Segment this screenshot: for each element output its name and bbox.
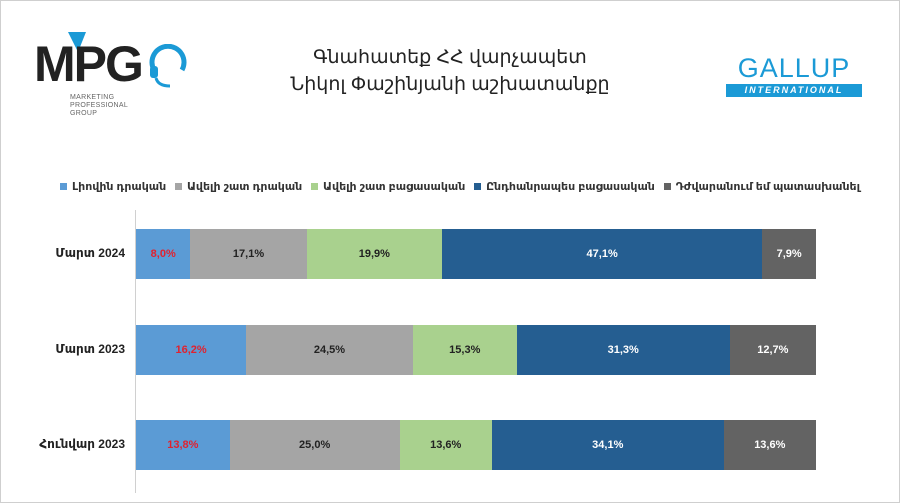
data-label: 7,9%: [776, 248, 802, 260]
data-label: 25,0%: [299, 439, 331, 451]
legend-swatch: [663, 182, 671, 190]
legend-label: Դժվարանում եմ պատասխանել: [675, 180, 860, 193]
data-label: 13,6%: [754, 439, 786, 451]
bar-segment: 7,9%: [762, 229, 816, 279]
bar-segment: 34,1%: [491, 420, 724, 470]
category-axis-line: [135, 210, 136, 493]
bar-segment: 25,0%: [229, 420, 400, 470]
gallup-logo-word: GALLUP: [737, 53, 851, 83]
category-label: Հունվար 2023: [39, 437, 125, 451]
gallup-logo: GALLUP INTERNATIONAL: [726, 52, 862, 98]
bar-segment: 8,0%: [136, 229, 191, 279]
legend-label: Լիովին դրական: [72, 180, 167, 193]
data-label: 13,6%: [430, 439, 462, 451]
data-label: 31,3%: [607, 344, 639, 356]
bar-segment: 13,6%: [399, 420, 492, 470]
gallup-logo-band: INTERNATIONAL: [726, 84, 862, 97]
data-label: 15,3%: [449, 344, 481, 356]
mpg-logo: MPG MARKETING PROFESSIONAL GROUP: [30, 30, 200, 130]
headset-icon: [68, 32, 86, 52]
category-label: Մարտ 2023: [55, 342, 125, 356]
legend-item: Լիովին դրական: [60, 180, 166, 193]
legend-item: Դժվարանում եմ պատասխանել: [663, 180, 860, 193]
data-label: 47,1%: [586, 248, 618, 260]
legend-swatch: [60, 182, 67, 190]
category-label: Մարտ 2024: [55, 246, 125, 260]
data-label: 13,8%: [167, 439, 199, 451]
legend-label: Ընդհանրապես բացասական: [486, 180, 655, 193]
data-label: 24,5%: [313, 344, 346, 356]
data-label: 34,1%: [592, 439, 624, 451]
bar-segment: 24,5%: [246, 325, 413, 375]
data-label: 16,2%: [175, 344, 207, 356]
bar-segment: 31,3%: [516, 325, 730, 375]
legend-item: Ավելի շատ բացասական: [311, 180, 465, 193]
bar-segment: 17,1%: [190, 229, 307, 279]
legend-swatch: [174, 182, 182, 190]
headset-arc-icon: [149, 44, 187, 88]
chart-title-line1: Գնահատեք ՀՀ վարչապետ: [313, 47, 587, 68]
legend-swatch: [311, 182, 319, 190]
legend-label: Ավելի շատ դրական: [186, 180, 303, 193]
bar-segment: 16,2%: [136, 325, 247, 375]
chart-title: Գնահատեք ՀՀ վարչապետ Նիկոլ Փաշինյանի աշխ…: [250, 44, 650, 98]
legend-swatch: [474, 182, 482, 190]
chart-legend: Լիովին դրական Ավելի շատ դրական Ավելի շատ բ…: [60, 178, 860, 194]
bar-segment: 19,9%: [306, 229, 442, 279]
bar-segment: 47,1%: [442, 229, 763, 279]
data-label: 12,7%: [757, 344, 789, 356]
data-label: 19,9%: [358, 248, 390, 260]
bar-segment: 13,6%: [723, 420, 816, 470]
stacked-bar-chart: Մարտ 2024 8,0% 17,1% 19,9% 47,1% 7,9% Մարտ 202…: [0, 210, 900, 500]
mpg-logo-tagline: MARKETING PROFESSIONAL GROUP: [70, 94, 129, 117]
chart-title-line2: Նիկոլ Փաշինյանի աշխատանքը: [290, 74, 610, 95]
mpg-logo-mark: MPG: [34, 36, 144, 92]
legend-label: Ավելի շատ բացասական: [323, 180, 466, 193]
bar-segment: 12,7%: [729, 325, 816, 375]
data-label: 8,0%: [150, 248, 176, 260]
legend-item: Ավելի շատ դրական: [174, 180, 303, 193]
bar-segment: 15,3%: [412, 325, 517, 375]
bar-segment: 13,8%: [136, 420, 230, 470]
data-label: 17,1%: [232, 248, 265, 260]
legend-item: Ընդհանրապես բացասական: [474, 180, 655, 193]
